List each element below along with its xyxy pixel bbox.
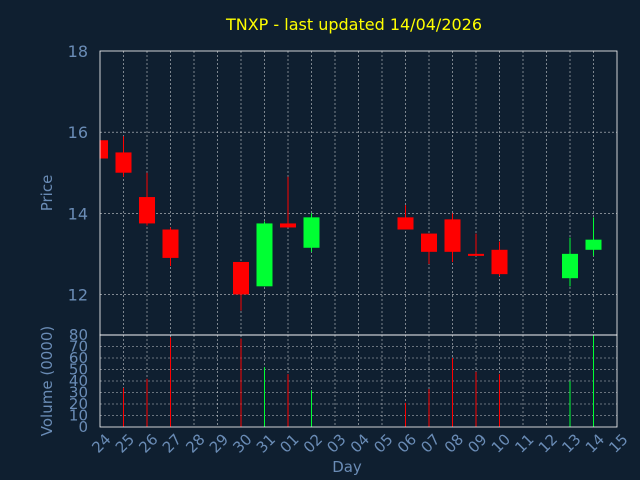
price-axis-label: Price bbox=[38, 175, 56, 212]
grid bbox=[100, 51, 617, 427]
price-tick-label: 16 bbox=[68, 123, 88, 142]
candle-body bbox=[397, 217, 414, 230]
volume-tick-label: 30 bbox=[69, 384, 88, 402]
volume-panel bbox=[123, 335, 594, 427]
candle-body bbox=[100, 140, 108, 159]
candle-body bbox=[139, 197, 155, 224]
x-tick-label: 06 bbox=[394, 430, 420, 456]
x-tick-label: 28 bbox=[182, 430, 208, 456]
price-tick-label: 14 bbox=[68, 204, 88, 223]
x-tick-label: 11 bbox=[511, 430, 537, 456]
candle-body bbox=[468, 253, 484, 256]
volume-plot-frame bbox=[99, 334, 618, 428]
candle-body bbox=[115, 152, 132, 173]
x-tick-label: 05 bbox=[370, 430, 396, 456]
x-tick-label: 30 bbox=[229, 430, 255, 456]
x-tick-label: 14 bbox=[582, 430, 608, 456]
x-tick-label: 31 bbox=[253, 430, 279, 456]
x-tick-label: 13 bbox=[558, 430, 584, 456]
x-tick-label: 12 bbox=[535, 430, 561, 456]
candle-body bbox=[280, 223, 296, 228]
x-tick-label: 15 bbox=[605, 430, 631, 456]
chart-title: TNXP - last updated 14/04/2026 bbox=[225, 15, 482, 34]
candle-body bbox=[421, 233, 437, 252]
x-tick-label: 27 bbox=[159, 430, 185, 456]
candle-body bbox=[585, 239, 602, 250]
x-tick-label: 08 bbox=[441, 430, 467, 456]
volume-tick-label: 70 bbox=[69, 338, 88, 356]
volume-axis-label: Volume (0000) bbox=[38, 326, 56, 436]
candle-body bbox=[256, 223, 273, 287]
volume-tick-label: 20 bbox=[69, 395, 88, 413]
candle-body bbox=[233, 261, 249, 295]
x-tick-label: 26 bbox=[135, 430, 161, 456]
x-tick-label: 04 bbox=[347, 430, 373, 456]
x-tick-label: 01 bbox=[276, 430, 302, 456]
x-tick-label: 03 bbox=[323, 430, 349, 456]
x-tick-label: 25 bbox=[112, 430, 138, 456]
volume-tick-label: 60 bbox=[69, 349, 88, 367]
x-tick-label: 02 bbox=[300, 430, 326, 456]
x-tick-label: 09 bbox=[464, 430, 490, 456]
volume-tick-label: 0 bbox=[78, 418, 88, 436]
x-tick-label: 24 bbox=[88, 430, 114, 456]
candle-body bbox=[491, 249, 508, 275]
volume-tick-label: 50 bbox=[69, 361, 88, 379]
candle-body bbox=[162, 229, 179, 258]
candle-body bbox=[562, 253, 578, 279]
axes: 1214161801020304050607080242526272829303… bbox=[68, 42, 632, 457]
price-tick-label: 18 bbox=[68, 42, 88, 61]
x-tick-label: 29 bbox=[206, 430, 232, 456]
candle-body bbox=[303, 217, 320, 248]
volume-tick-label: 80 bbox=[69, 326, 88, 344]
price-tick-label: 12 bbox=[68, 285, 88, 304]
candle-body bbox=[444, 219, 461, 252]
x-tick-label: 07 bbox=[417, 430, 443, 456]
volume-tick-label: 10 bbox=[69, 407, 88, 425]
x-axis-label: Day bbox=[332, 458, 362, 476]
x-tick-label: 10 bbox=[488, 430, 514, 456]
volume-tick-label: 40 bbox=[69, 372, 88, 390]
price-panel bbox=[99, 136, 602, 311]
